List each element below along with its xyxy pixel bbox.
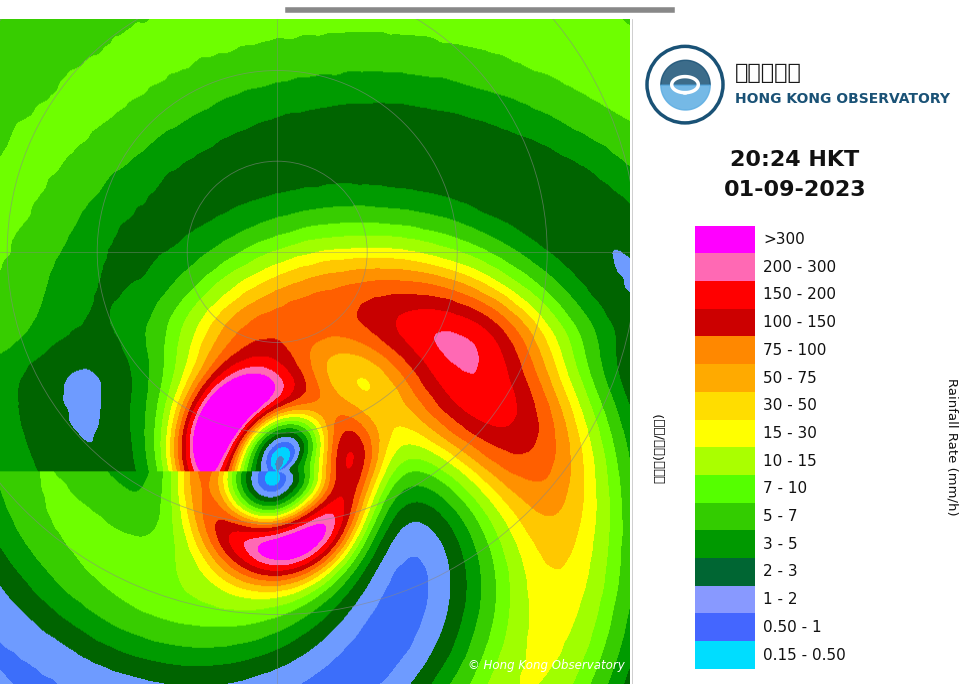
Bar (695, 530, 755, 558)
Bar (695, 641, 755, 669)
Bar (695, 392, 755, 419)
Text: 1 - 2: 1 - 2 (763, 592, 798, 607)
Text: 30 - 50: 30 - 50 (763, 398, 817, 413)
Text: 50 - 75: 50 - 75 (763, 371, 817, 386)
Bar (695, 226, 755, 253)
Text: © Hong Kong Observatory: © Hong Kong Observatory (468, 659, 625, 672)
Bar (695, 475, 755, 503)
Text: 200 - 300: 200 - 300 (763, 260, 836, 275)
Text: >300: >300 (763, 232, 804, 247)
Bar (695, 419, 755, 447)
Bar (695, 558, 755, 586)
Text: HONG KONG OBSERVATORY: HONG KONG OBSERVATORY (735, 92, 950, 106)
Bar (695, 447, 755, 475)
Bar (695, 503, 755, 530)
Text: 15 - 30: 15 - 30 (763, 426, 817, 441)
Text: 香港天文台: 香港天文台 (735, 62, 802, 83)
Text: 2 - 3: 2 - 3 (763, 564, 798, 579)
Text: 0.15 - 0.50: 0.15 - 0.50 (763, 648, 846, 663)
Bar (695, 337, 755, 364)
Text: 3 - 5: 3 - 5 (763, 537, 798, 552)
Text: Rainfall Rate (mm/h): Rainfall Rate (mm/h) (946, 378, 958, 516)
Text: 150 - 200: 150 - 200 (763, 287, 836, 302)
Bar (695, 281, 755, 308)
Text: 0.50 - 1: 0.50 - 1 (763, 620, 822, 635)
Text: 20:24 HKT: 20:24 HKT (731, 150, 859, 170)
Bar (695, 253, 755, 281)
Bar (695, 364, 755, 392)
Text: 降雨率(毫米/小時): 降雨率(毫米/小時) (654, 412, 666, 483)
Text: 7 - 10: 7 - 10 (763, 482, 807, 497)
Text: 01-09-2023: 01-09-2023 (724, 181, 866, 200)
Text: 75 - 100: 75 - 100 (763, 343, 827, 358)
Bar (695, 614, 755, 641)
Bar (695, 586, 755, 614)
Text: 5 - 7: 5 - 7 (763, 509, 798, 524)
Text: 100 - 150: 100 - 150 (763, 315, 836, 330)
Text: 10 - 15: 10 - 15 (763, 453, 817, 469)
Bar (695, 308, 755, 337)
